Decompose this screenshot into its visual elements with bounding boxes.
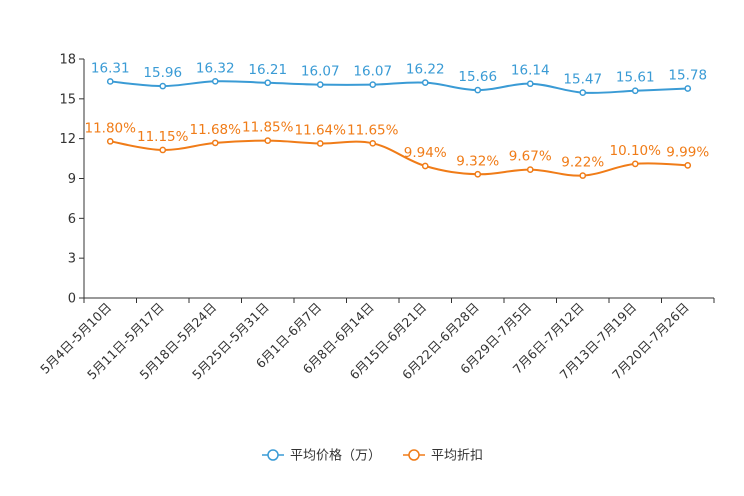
data-point: [264, 137, 272, 145]
data-label: 15.78: [668, 67, 707, 83]
legend: 平均价格（万） 平均折扣: [262, 448, 483, 464]
y-axis: 0 3 6 9 12 15 18: [59, 53, 85, 307]
data-label: 15.47: [563, 72, 602, 88]
data-point: [684, 162, 692, 169]
data-label: 16.31: [91, 60, 130, 76]
data-label: 16.14: [511, 63, 550, 79]
data-point: [159, 146, 167, 154]
data-point: [369, 139, 377, 147]
legend-item-0: 平均价格（万）: [262, 448, 381, 464]
data-label: 9.94%: [404, 145, 447, 161]
data-point: [474, 170, 482, 178]
data-point: [316, 81, 324, 88]
data-label: 16.21: [248, 62, 287, 78]
data-label: 9.67%: [509, 149, 552, 165]
data-point: [421, 162, 429, 170]
data-point: [631, 87, 639, 95]
y-tick-label: 9: [68, 172, 76, 187]
data-point: [579, 172, 587, 179]
data-label: 11.64%: [295, 122, 347, 138]
data-label: 11.65%: [347, 122, 399, 138]
series-1: 11.80%11.15% 11.68% 11.85% 11.64% 11.65% 9.94…: [85, 120, 709, 179]
data-point: [106, 137, 114, 145]
data-label: 15.61: [616, 70, 655, 86]
legend-label: 平均价格（万）: [290, 448, 381, 464]
data-point: [579, 89, 587, 96]
data-label: 15.96: [143, 65, 182, 81]
data-label: 15.66: [458, 69, 497, 85]
data-point: [369, 81, 377, 88]
data-point: [526, 80, 534, 88]
data-point: [684, 85, 692, 92]
data-label: 9.22%: [561, 155, 604, 171]
y-tick-label: 6: [68, 212, 76, 227]
y-tick-label: 18: [59, 53, 76, 68]
legend-label: 平均折扣: [431, 449, 483, 464]
data-label: 16.22: [406, 62, 445, 78]
series-layer: 16.31 15.96 16.32 16.21 16.07 16.07 16.22 15.66…: [85, 60, 709, 179]
data-point: [421, 79, 429, 86]
data-label: 16.07: [353, 64, 392, 80]
data-label: 9.32%: [456, 153, 499, 169]
data-point: [211, 139, 219, 147]
legend-item-1: 平均折扣: [403, 449, 483, 464]
data-label: 10.10%: [610, 143, 662, 159]
series-0: 16.31 15.96 16.32 16.21 16.07 16.07 16.22 15.66…: [91, 60, 707, 96]
data-point: [526, 166, 534, 173]
data-point: [106, 78, 114, 85]
data-label: 16.32: [196, 60, 235, 76]
y-tick-label: 0: [68, 292, 76, 307]
x-axis: 5月4日-5月10日5月11日-5月17日5月18日-5月24日5月25日-5月…: [37, 297, 715, 382]
data-point: [211, 77, 219, 85]
legend-marker: [408, 449, 420, 461]
data-point: [316, 140, 324, 147]
data-point: [159, 82, 167, 90]
data-label: 11.85%: [242, 120, 294, 136]
data-label: 16.07: [301, 64, 340, 80]
data-label: 11.15%: [137, 129, 189, 145]
series-line: [110, 80, 688, 94]
y-tick-label: 3: [68, 252, 76, 267]
data-label: 11.68%: [190, 122, 242, 138]
data-label: 9.99%: [666, 144, 709, 160]
data-label: 11.80%: [85, 120, 137, 136]
series-line: [110, 139, 688, 177]
legend-marker: [267, 449, 279, 461]
data-point: [264, 79, 272, 87]
y-tick-label: 12: [59, 132, 76, 147]
data-point: [474, 86, 482, 94]
data-point: [631, 160, 639, 168]
y-tick-label: 15: [59, 92, 76, 107]
